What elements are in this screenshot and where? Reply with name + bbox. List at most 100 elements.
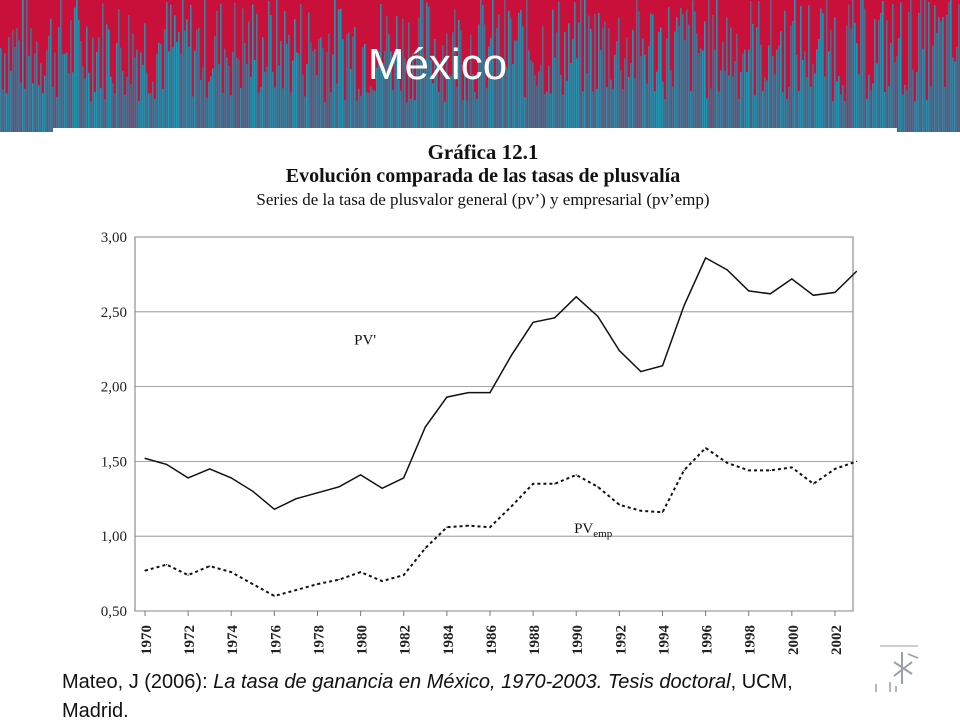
banner-bar: [942, 16, 944, 132]
banner-bar: [32, 83, 34, 132]
banner-bar: [290, 92, 292, 132]
series-line: [144, 446, 857, 598]
banner-bar: [118, 9, 120, 132]
banner-bar: [956, 46, 958, 132]
x-tick-label: 1998: [743, 625, 759, 655]
banner-bar: [696, 33, 698, 132]
data-point: [165, 463, 168, 465]
banner-bar: [530, 60, 532, 132]
banner-bar: [302, 74, 304, 132]
banner-bar: [492, 0, 494, 132]
banner-bar: [344, 99, 346, 132]
banner-bar: [50, 18, 52, 132]
banner-bar: [600, 50, 602, 132]
banner-bar: [958, 3, 960, 132]
banner-bar: [128, 15, 130, 132]
banner-bar: [916, 71, 918, 132]
banner-bar: [444, 101, 446, 132]
banner-bar: [760, 44, 762, 132]
banner-bar: [686, 9, 688, 132]
banner-bar: [698, 53, 700, 132]
banner-bar: [154, 98, 156, 132]
plot-frame: [134, 236, 854, 612]
banner-bar: [106, 24, 108, 132]
x-tick-label: 1988: [527, 625, 543, 655]
banner-bar: [634, 78, 636, 132]
banner-bar: [880, 13, 882, 132]
banner-bar: [522, 26, 524, 132]
banner-bar: [572, 38, 574, 132]
banner-bar: [60, 0, 62, 132]
banner-bar: [218, 64, 220, 132]
banner-bar: [868, 74, 870, 132]
banner-bar: [568, 23, 570, 132]
data-point: [769, 469, 771, 471]
banner-bar: [678, 25, 680, 132]
banner-bar: [28, 55, 30, 132]
banner-bar: [250, 76, 252, 132]
banner-bar: [554, 57, 556, 132]
banner-bar: [764, 77, 766, 132]
banner-bar: [756, 27, 758, 132]
banner-bar: [68, 72, 70, 132]
banner-bar: [822, 13, 824, 132]
banner-bar: [724, 71, 726, 132]
banner-bar: [550, 93, 552, 132]
banner-bar: [948, 2, 950, 132]
banner-bar: [392, 90, 394, 132]
banner-bar: [170, 4, 172, 132]
banner-bar: [54, 52, 56, 132]
banner-bar: [914, 101, 916, 132]
banner-bar: [18, 40, 20, 132]
banner-bar: [758, 1, 760, 132]
banner-bar: [352, 36, 354, 132]
banner-bar: [370, 85, 372, 132]
banner-bar: [524, 97, 526, 132]
banner-bar: [300, 4, 302, 132]
banner-bar: [82, 66, 84, 132]
data-point: [575, 474, 577, 476]
banner-bar: [512, 64, 514, 132]
x-tick-label: 1992: [613, 625, 629, 655]
banner-bar: [826, 0, 828, 132]
banner-bar: [934, 5, 936, 132]
banner-bar: [906, 90, 908, 132]
banner-bar: [604, 21, 606, 132]
banner-bar: [232, 51, 234, 132]
banner-bar: [446, 33, 448, 132]
banner-bar: [738, 99, 740, 132]
banner-bar: [400, 90, 402, 132]
series-label-subscript: emp: [593, 528, 612, 540]
banner-bar: [226, 57, 228, 132]
banner-bar: [708, 0, 710, 132]
banner-bar: [852, 0, 854, 132]
banner-bar: [354, 27, 356, 132]
banner-bar: [0, 48, 2, 132]
banner-bar: [928, 1, 930, 132]
banner-bar: [772, 56, 774, 132]
banner-bar: [804, 51, 806, 132]
banner-bar: [414, 100, 416, 132]
banner-bar: [570, 62, 572, 132]
data-point: [705, 257, 707, 259]
banner-bar: [428, 6, 430, 132]
chart-panel: Gráfica 12.1 Evolución comparada de las …: [53, 128, 897, 658]
banner-bar: [194, 50, 196, 132]
data-point: [252, 583, 254, 585]
x-tick-label: 1980: [355, 625, 371, 655]
banner-bar: [204, 0, 206, 132]
data-point: [748, 290, 750, 292]
data-point: [446, 396, 448, 398]
banner-bar: [718, 91, 720, 132]
banner-bar: [820, 8, 822, 132]
banner-bar: [288, 34, 290, 132]
banner-bar: [722, 42, 724, 132]
banner-bar: [944, 87, 946, 132]
banner-bar: [788, 86, 790, 132]
banner-bar: [878, 19, 880, 132]
data-point: [618, 504, 620, 506]
banner-bar: [264, 71, 266, 132]
banner-bar: [596, 88, 598, 132]
data-point: [661, 511, 664, 513]
banner-bar: [658, 31, 660, 132]
